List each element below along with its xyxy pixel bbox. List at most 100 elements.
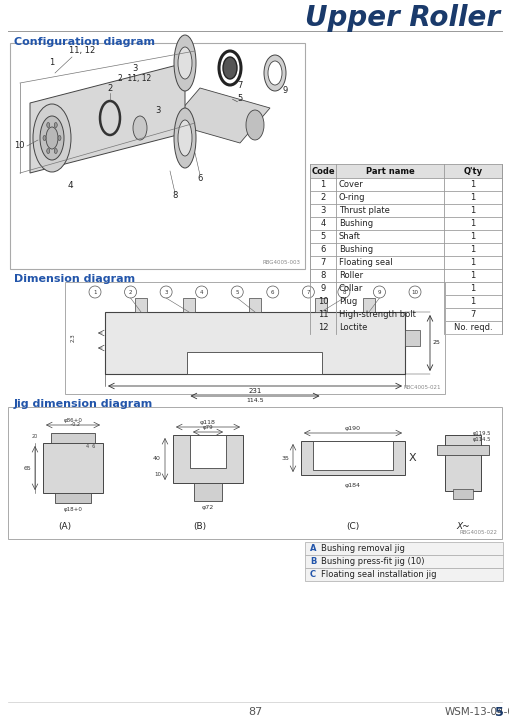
Ellipse shape <box>47 122 50 127</box>
Bar <box>8 407 501 539</box>
Bar <box>135 298 147 312</box>
Ellipse shape <box>54 148 57 153</box>
Bar <box>304 568 502 581</box>
Text: Cover: Cover <box>338 180 363 189</box>
Text: RBC4005-021: RBC4005-021 <box>403 385 440 390</box>
Text: 8: 8 <box>320 271 325 280</box>
Circle shape <box>89 286 101 298</box>
Text: 2: 2 <box>320 193 325 202</box>
Text: 1: 1 <box>469 193 475 202</box>
Text: φ184: φ184 <box>344 483 360 488</box>
Text: (A): (A) <box>59 522 71 531</box>
Text: Collar: Collar <box>338 284 362 293</box>
Bar <box>43 443 103 493</box>
Bar <box>300 441 404 475</box>
Text: φ79: φ79 <box>202 425 213 430</box>
Bar <box>187 352 322 374</box>
Circle shape <box>231 286 243 298</box>
Text: Jig dimension diagram: Jig dimension diagram <box>14 399 153 409</box>
Text: 1: 1 <box>469 258 475 267</box>
Bar <box>309 321 501 334</box>
Bar <box>309 230 501 243</box>
Text: 4  6: 4 6 <box>86 444 96 449</box>
Text: 1: 1 <box>49 58 54 67</box>
Ellipse shape <box>245 110 264 140</box>
Text: 2: 2 <box>107 84 112 93</box>
Text: 6: 6 <box>320 245 325 254</box>
Ellipse shape <box>178 47 191 79</box>
Text: 11: 11 <box>317 310 328 319</box>
Ellipse shape <box>133 116 147 140</box>
Text: 6: 6 <box>270 290 274 295</box>
Text: 12: 12 <box>317 323 328 332</box>
Text: 1: 1 <box>469 232 475 241</box>
Bar <box>309 295 501 308</box>
Text: Thrust plate: Thrust plate <box>338 206 389 215</box>
Ellipse shape <box>46 127 58 149</box>
Text: 2: 2 <box>129 290 132 295</box>
Text: C: C <box>309 570 316 579</box>
Ellipse shape <box>174 108 195 168</box>
Text: Shaft: Shaft <box>338 232 360 241</box>
Text: 5: 5 <box>494 706 503 719</box>
Polygon shape <box>169 88 269 143</box>
Text: φ72: φ72 <box>202 505 214 510</box>
Text: 1: 1 <box>469 284 475 293</box>
Bar <box>309 204 501 217</box>
Text: 5: 5 <box>237 94 242 103</box>
Bar <box>309 217 501 230</box>
Text: -0.2: -0.2 <box>66 422 80 427</box>
Ellipse shape <box>264 55 286 91</box>
Text: φ190: φ190 <box>344 426 360 431</box>
Bar <box>309 243 501 256</box>
Text: 7: 7 <box>306 290 309 295</box>
Text: 3: 3 <box>320 206 325 215</box>
Text: Q'ty: Q'ty <box>463 167 482 175</box>
Text: 6: 6 <box>197 174 202 183</box>
Text: φ119.5: φ119.5 <box>472 431 491 436</box>
Ellipse shape <box>178 120 191 156</box>
Text: 11, 12: 11, 12 <box>69 46 95 55</box>
Text: No. reqd.: No. reqd. <box>453 323 491 332</box>
Bar <box>404 330 419 346</box>
Text: X: X <box>408 453 416 463</box>
Ellipse shape <box>43 135 46 140</box>
Text: Part name: Part name <box>365 167 414 175</box>
Text: 1: 1 <box>93 290 97 295</box>
Circle shape <box>373 286 385 298</box>
Text: RBG4005-022: RBG4005-022 <box>459 530 497 535</box>
Text: 3: 3 <box>155 106 160 115</box>
Bar <box>304 555 502 568</box>
Bar <box>193 483 221 501</box>
Bar <box>309 308 501 321</box>
Text: Floating seal installation jig: Floating seal installation jig <box>320 570 436 579</box>
Bar <box>362 298 374 312</box>
Text: 8: 8 <box>172 191 177 200</box>
Bar <box>309 164 501 178</box>
Bar <box>51 433 95 443</box>
Bar <box>315 298 326 312</box>
Text: 3: 3 <box>132 64 137 73</box>
Text: 2.3: 2.3 <box>70 334 75 342</box>
Ellipse shape <box>33 104 71 172</box>
Bar <box>309 282 501 295</box>
Ellipse shape <box>222 57 237 79</box>
Bar <box>309 269 501 282</box>
Ellipse shape <box>58 135 61 140</box>
Text: 1: 1 <box>320 180 325 189</box>
Bar <box>248 298 261 312</box>
Bar <box>190 435 225 468</box>
Text: 1: 1 <box>469 219 475 228</box>
Circle shape <box>337 286 349 298</box>
Text: 87: 87 <box>247 707 262 717</box>
Bar <box>309 256 501 269</box>
Text: 25: 25 <box>432 340 440 345</box>
Text: 10: 10 <box>14 141 25 150</box>
Text: High-strength bolt: High-strength bolt <box>338 310 415 319</box>
Bar <box>436 445 488 455</box>
Text: 7: 7 <box>320 258 325 267</box>
Text: 1: 1 <box>469 180 475 189</box>
Text: Loctite: Loctite <box>338 323 366 332</box>
Ellipse shape <box>267 61 281 85</box>
Text: φ18+0: φ18+0 <box>64 507 82 512</box>
